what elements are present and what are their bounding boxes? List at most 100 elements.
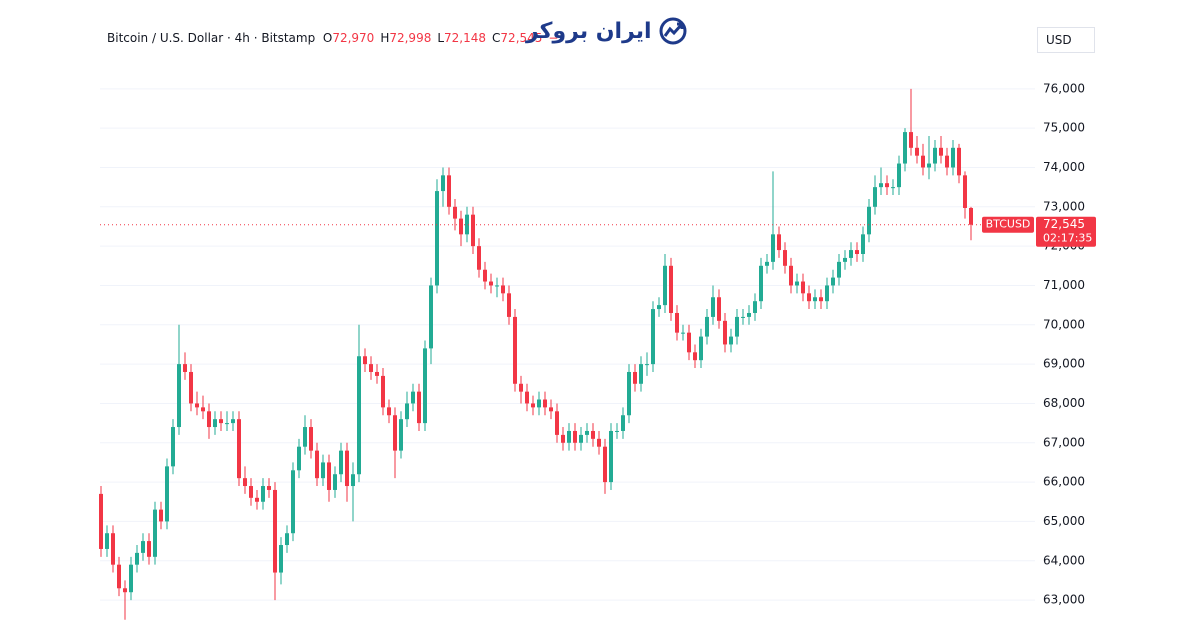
candle-body <box>969 207 973 225</box>
candle-body <box>327 462 331 490</box>
logo-icon <box>659 17 687 45</box>
candle-body <box>939 147 943 156</box>
candle-body <box>105 533 109 549</box>
ohlc-label: O <box>322 31 333 45</box>
candle-body <box>597 438 601 447</box>
y-tick-label: 66,000 <box>1043 475 1085 489</box>
candle-body <box>765 261 769 266</box>
currency-button[interactable]: USD <box>1037 27 1095 53</box>
candle-body <box>813 297 817 302</box>
price-tag <box>1036 216 1096 247</box>
candle-body <box>495 285 499 287</box>
candle-body <box>219 419 223 424</box>
symbol-tag-label: BTCUSD <box>986 218 1031 231</box>
candle-body <box>729 336 733 345</box>
candle-body <box>807 293 811 302</box>
candle-body <box>903 132 907 164</box>
candle-body <box>351 474 355 487</box>
candle-body <box>225 423 229 425</box>
y-tick-label: 73,000 <box>1043 199 1085 213</box>
ohlc-label: L <box>437 31 445 45</box>
candle-body <box>855 250 859 254</box>
ohlc-value: 72,998 <box>389 31 432 45</box>
candle-body <box>537 399 541 408</box>
candle-body <box>381 375 385 408</box>
candle-body <box>171 427 175 467</box>
candle-body <box>153 509 157 557</box>
candle-body <box>441 175 445 192</box>
candle-body <box>963 175 967 208</box>
candle-body <box>303 427 307 447</box>
candle-body <box>891 187 895 189</box>
candle-body <box>207 411 211 428</box>
candle-body <box>555 411 559 435</box>
candle-body <box>117 564 121 589</box>
candle-body <box>309 427 313 451</box>
candle-body <box>423 348 427 424</box>
candle-body <box>189 371 193 404</box>
change-value: − <box>548 31 559 45</box>
candle-body <box>435 191 439 286</box>
candle-body <box>357 356 361 475</box>
y-tick-label: 74,000 <box>1043 160 1085 174</box>
candle-body <box>909 132 913 148</box>
candle-body <box>651 309 655 365</box>
y-tick-label: 67,000 <box>1043 435 1085 449</box>
y-tick-label: 69,000 <box>1043 357 1085 371</box>
candle-body <box>111 533 115 565</box>
candle-body <box>99 493 103 549</box>
candle-body <box>777 234 781 251</box>
candle-body <box>345 450 349 487</box>
candle-body <box>771 234 775 262</box>
candle-body <box>669 265 673 313</box>
y-tick-label: 70,000 <box>1043 317 1085 331</box>
ohlc-label: C <box>492 31 501 45</box>
candle-body <box>339 450 343 475</box>
candle-body <box>465 214 469 235</box>
candle-body <box>681 332 685 334</box>
candle-body <box>513 316 517 384</box>
candle-body <box>801 281 805 294</box>
ohlc-value: 72,148 <box>444 31 487 45</box>
candle-body <box>501 285 505 294</box>
candle-body <box>837 261 841 278</box>
symbol-tag <box>982 216 1034 233</box>
candle-body <box>459 218 463 235</box>
candle-body <box>861 234 865 254</box>
candle-body <box>201 407 205 412</box>
candle-body <box>849 250 853 258</box>
candle-body <box>237 419 241 479</box>
candle-body <box>735 316 739 337</box>
candle-body <box>819 297 823 302</box>
candle-body <box>405 403 409 420</box>
candle-body <box>645 364 649 366</box>
candle-body <box>585 430 589 435</box>
candle-body <box>177 364 181 428</box>
candle-body <box>639 364 643 384</box>
candle-body <box>489 281 493 286</box>
candle-body <box>321 462 325 479</box>
candle-body <box>573 430 577 443</box>
y-tick-label: 63,000 <box>1043 593 1085 607</box>
candle-body <box>279 545 283 573</box>
candle-body <box>825 285 829 302</box>
candle-body <box>591 430 595 439</box>
candle-body <box>561 434 565 443</box>
candle-body <box>369 364 373 372</box>
candle-body <box>951 147 955 168</box>
candle-body <box>699 336 703 361</box>
candle-body <box>783 250 787 266</box>
candle-body <box>957 147 961 176</box>
candle-body <box>417 391 421 424</box>
candle-body <box>333 474 337 490</box>
candle-body <box>429 285 433 349</box>
candle-body <box>789 265 793 286</box>
candle-body <box>267 486 271 490</box>
candle-body <box>627 371 631 416</box>
candle-body <box>375 371 379 376</box>
candle-body <box>399 419 403 451</box>
candle-body <box>615 430 619 432</box>
candle-body <box>705 316 709 337</box>
candle-body <box>261 486 265 502</box>
